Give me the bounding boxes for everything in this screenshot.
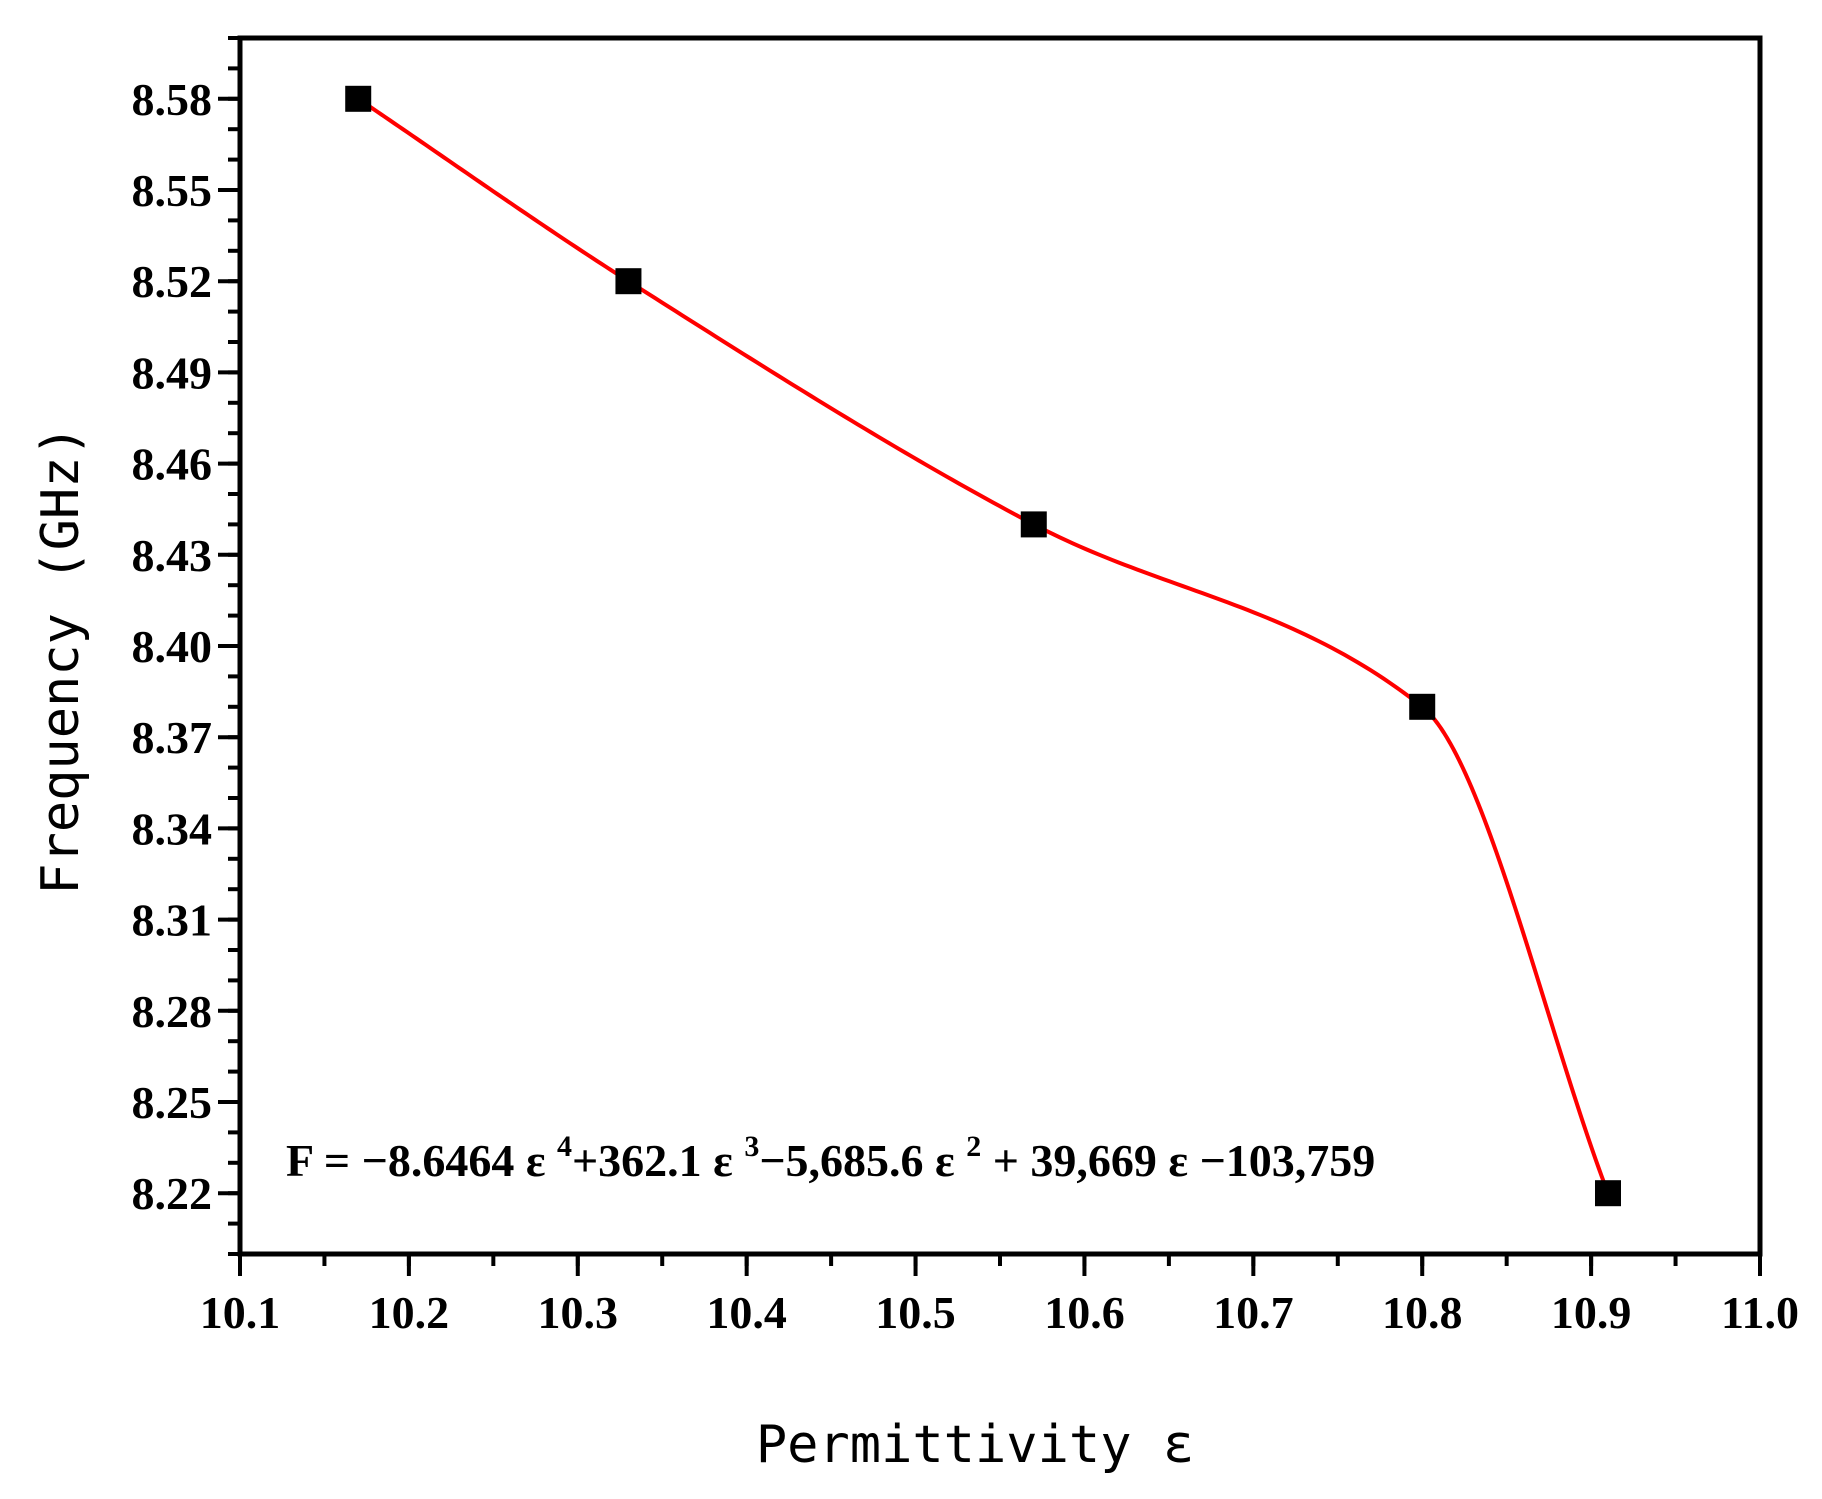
y-tick-label: 8.40: [132, 621, 213, 672]
x-axis-title: Permittivity ε: [756, 1415, 1194, 1475]
equation-power-3: 3: [744, 1130, 759, 1163]
data-point: [1409, 693, 1436, 720]
fit-equation: F = −8.6464 ε 4+362.1 ε 3−5,685.6 ε 2 + …: [286, 1130, 1375, 1186]
y-tick-label: 8.46: [132, 439, 213, 490]
y-tick-label: 8.25: [132, 1077, 213, 1128]
x-tick-label: 11.0: [1721, 1287, 1799, 1338]
x-tick-label: 10.8: [1382, 1287, 1463, 1338]
plot-area-frame: [237, 35, 1763, 1257]
y-tick-label: 8.49: [132, 347, 213, 398]
x-major-ticks: [238, 1254, 1762, 1276]
data-point: [345, 85, 372, 112]
y-tick-label: 8.22: [132, 1168, 213, 1219]
y-tick-label: 8.55: [132, 165, 213, 216]
y-tick-label: 8.34: [132, 803, 213, 854]
y-tick-label: 8.58: [132, 74, 213, 125]
y-tick-labels: 8.22 8.25 8.28 8.31 8.34 8.37 8.40 8.43 8.46 8.49…: [132, 74, 213, 1219]
equation-term-3: +362.1 ε: [572, 1135, 744, 1186]
y-tick-label: 8.31: [132, 895, 213, 946]
equation-term-1: + 39,669 ε −103,759: [981, 1135, 1375, 1186]
x-tick-label: 10.4: [706, 1287, 787, 1338]
x-tick-label: 10.6: [1044, 1287, 1125, 1338]
x-tick-labels: 10.1 10.2 10.3 10.4 10.5 10.6 10.7 10.8 10.9 11.0: [200, 1287, 1799, 1338]
equation-lead: F = −8.6464 ε: [286, 1135, 557, 1186]
data-point: [1595, 1180, 1621, 1207]
y-tick-label: 8.52: [132, 256, 213, 307]
data-point: [615, 268, 642, 295]
y-major-ticks: [218, 96, 240, 1196]
x-tick-label: 10.7: [1213, 1287, 1294, 1338]
data-point: [1020, 511, 1047, 538]
y-axis-title: Frequency (GHz): [31, 425, 91, 895]
y-tick-label: 8.43: [132, 530, 213, 581]
equation-term-2: −5,685.6 ε: [759, 1135, 966, 1186]
x-tick-label: 10.9: [1551, 1287, 1632, 1338]
x-tick-label: 10.3: [538, 1287, 619, 1338]
x-tick-label: 10.1: [200, 1287, 281, 1338]
equation-power-2: 2: [966, 1130, 981, 1163]
y-tick-label: 8.28: [132, 986, 213, 1037]
y-tick-label: 8.37: [132, 712, 213, 763]
data-points: [345, 85, 1621, 1207]
equation-power-4: 4: [557, 1130, 572, 1163]
x-tick-label: 10.5: [875, 1287, 956, 1338]
x-tick-label: 10.2: [369, 1287, 450, 1338]
